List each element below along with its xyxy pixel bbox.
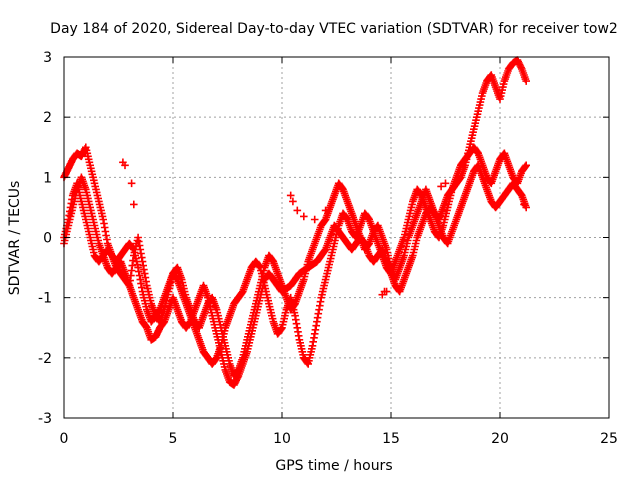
data-point [293, 206, 302, 215]
data-point [478, 92, 486, 100]
y-tick-label: -2 [38, 351, 52, 367]
y-tick-label: 1 [43, 170, 52, 186]
data-point [289, 197, 297, 206]
data-point [121, 161, 129, 170]
y-tick-label: -1 [38, 291, 52, 307]
y-tick-label: 3 [43, 50, 52, 66]
data-point [470, 125, 478, 133]
data-point [257, 278, 265, 287]
data-point [522, 77, 530, 85]
data-point [322, 272, 331, 281]
x-tick-label: 10 [273, 431, 291, 447]
x-axis-label: GPS time / hours [275, 458, 392, 474]
x-tick-label: 0 [60, 431, 69, 447]
data-point [268, 311, 276, 320]
data-point [407, 203, 416, 212]
data-point [295, 336, 304, 344]
grid-lines [64, 57, 609, 418]
chart-title: Day 184 of 2020, Sidereal Day-to-day VTE… [50, 21, 618, 37]
x-tick-label: 25 [600, 431, 618, 447]
x-tick-label: 15 [382, 431, 400, 447]
data-point [298, 348, 307, 356]
series-trace-1 [60, 56, 530, 389]
y-tick-label: 0 [43, 231, 52, 247]
data-point [306, 351, 315, 359]
data-point [441, 179, 450, 188]
data-point [378, 290, 387, 299]
axes: 0 5 10 15 20 25 -3 -2 -1 0 1 2 3 [38, 50, 618, 447]
y-axis-label: SDTVAR / TECUs [7, 181, 23, 296]
data-points [60, 56, 530, 389]
data-point [404, 215, 413, 224]
x-tick-label: 5 [169, 431, 178, 447]
data-point [382, 287, 391, 296]
data-point [437, 182, 445, 191]
data-point [310, 215, 319, 224]
data-point [520, 200, 528, 209]
x-tick-label: 20 [491, 431, 509, 447]
data-point [412, 236, 421, 245]
data-point [321, 206, 330, 215]
data-point [287, 296, 296, 305]
data-point [260, 266, 268, 275]
y-tick-label: -3 [38, 411, 52, 427]
data-point [300, 212, 308, 221]
data-point [130, 200, 138, 209]
data-point [314, 309, 323, 318]
data-point [127, 179, 136, 188]
series-scattered-points [119, 158, 528, 299]
series-trace-3 [60, 161, 530, 380]
data-point [286, 191, 295, 200]
y-tick-label: 2 [43, 110, 52, 126]
data-point [522, 161, 530, 170]
data-point [311, 326, 320, 334]
data-point [467, 137, 475, 145]
data-point [475, 104, 483, 112]
data-point [303, 260, 312, 269]
